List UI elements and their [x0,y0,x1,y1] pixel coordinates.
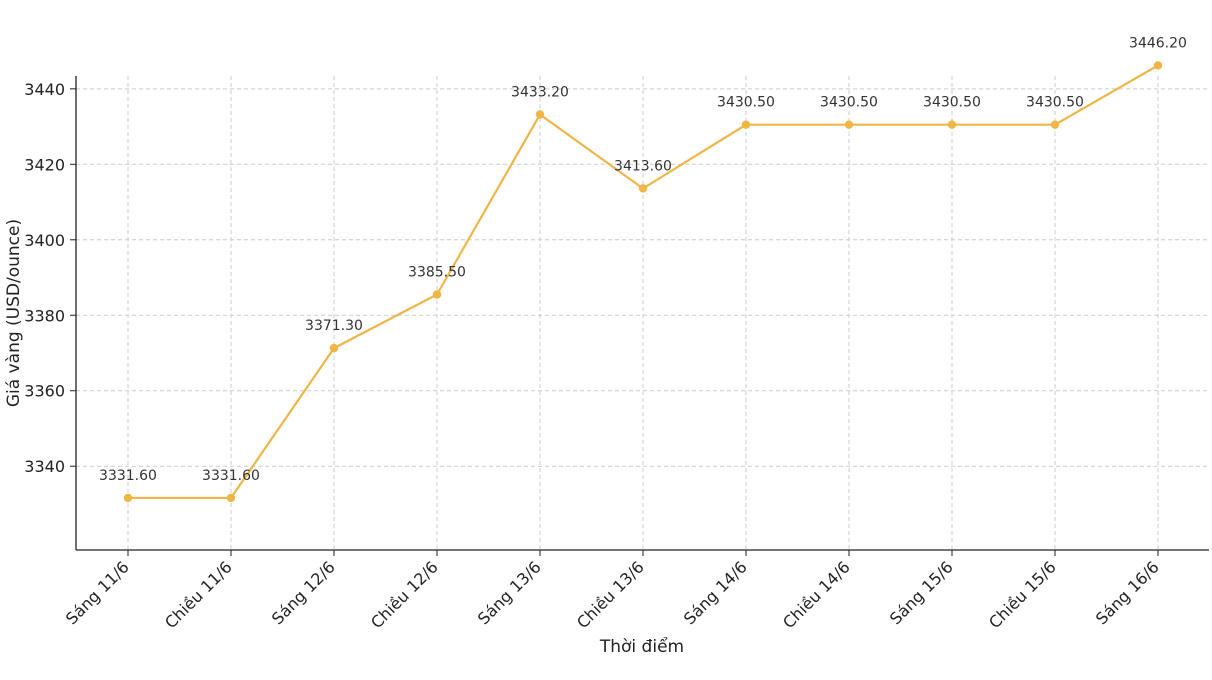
y-axis-ticks: 3340 3360 3380 3400 3420 3440 [24,80,76,476]
grid [76,76,1209,550]
data-label: 3430.50 [1026,95,1084,111]
data-label: 3385.50 [408,265,466,281]
y-axis-title: Giá vàng (USD/ounce) [4,219,24,407]
y-tick-label: 3340 [24,457,65,476]
x-tick-label: Sáng 16/6 [1092,557,1163,628]
x-axis-ticks: Sáng 11/6 Chiều 11/6 Sáng 12/6 Chiều 12/6 Sá… [62,550,1163,632]
data-point [535,110,545,119]
series [123,61,1163,503]
data-label: 3433.20 [511,84,569,100]
x-tick-label: Chiều 13/6 [573,557,648,632]
data-point [1153,61,1163,70]
data-label: 3331.60 [99,468,157,484]
data-point [1050,120,1060,129]
data-point [638,184,648,193]
data-point [123,493,133,503]
x-tick-label: Sáng 11/6 [62,557,133,628]
x-tick-label: Chiều 12/6 [367,557,442,632]
data-label: 3446.20 [1129,35,1187,51]
data-point [432,290,442,299]
data-point [329,343,339,353]
data-point [844,120,854,129]
x-tick-label: Sáng 14/6 [680,557,751,628]
x-tick-label: Sáng 15/6 [886,557,957,628]
y-tick-label: 3360 [24,382,65,401]
x-tick-label: Chiều 11/6 [161,557,236,632]
y-tick-label: 3440 [24,80,65,99]
data-labels: 3331.60 3331.60 3371.30 3385.50 3433.20 3413.… [99,35,1187,483]
x-axis-title: Thời điểm [599,636,684,657]
data-label: 3430.50 [923,95,981,111]
x-tick-label: Chiều 14/6 [779,557,854,632]
y-tick-label: 3380 [24,306,65,325]
data-label: 3430.50 [717,95,775,111]
data-point [226,493,236,503]
data-label: 3331.60 [202,468,260,484]
y-tick-label: 3400 [24,231,65,250]
x-tick-label: Sáng 13/6 [474,557,545,628]
y-tick-label: 3420 [24,155,65,174]
x-tick-label: Sáng 12/6 [268,557,339,628]
data-label: 3371.30 [305,318,363,334]
data-point [947,120,957,129]
data-label: 3413.60 [614,158,672,174]
data-label: 3430.50 [820,95,878,111]
x-tick-label: Chiều 15/6 [985,557,1060,632]
data-point [741,120,751,129]
